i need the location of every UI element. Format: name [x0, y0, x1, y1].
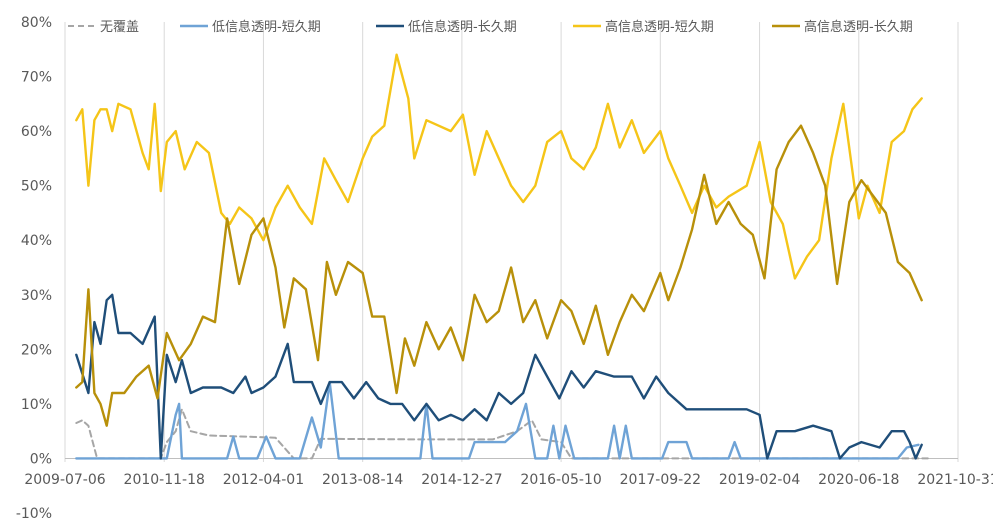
x-tick-label: 2010-11-18: [124, 472, 205, 488]
y-axis-tick-labels: -10% 0% 10% 20% 30% 40% 50% 60% 70% 80%: [16, 15, 52, 522]
x-tick-label: 2013-08-14: [322, 472, 403, 488]
x-tick-label: 2021-10-31: [917, 472, 993, 488]
y-tick-label: 0%: [30, 451, 52, 467]
y-tick-label: 80%: [21, 15, 52, 31]
x-tick-label: 2012-04-01: [223, 472, 304, 488]
legend-label-3: 低信息透明-长久期: [408, 19, 517, 35]
series-line-2: [75, 380, 920, 460]
y-tick-label: 20%: [21, 342, 52, 358]
x-tick-label: 2009-07-06: [24, 472, 105, 488]
vertical-gridlines: [64, 22, 959, 462]
x-tick-label: 2020-06-18: [818, 472, 899, 488]
legend-label-1: 无覆盖: [100, 20, 139, 35]
x-axis-tick-labels: 2009-07-06 2010-11-18 2012-04-01 2013-08-14…: [24, 472, 993, 488]
x-tick-label: 2019-02-04: [719, 472, 800, 488]
series-line-3: [75, 293, 923, 460]
y-tick-label: -10%: [16, 506, 52, 522]
legend-label-5: 高信息透明-长久期: [804, 19, 913, 35]
series-lines: [75, 53, 929, 460]
legend: 无覆盖 低信息透明-短久期 低信息透明-长久期 高信息透明-短久期 高信息透明-长久期: [68, 19, 913, 35]
x-tick-label: 2017-09-22: [620, 472, 701, 488]
y-tick-label: 50%: [21, 179, 52, 195]
y-tick-label: 60%: [21, 124, 52, 140]
legend-label-2: 低信息透明-短久期: [212, 19, 321, 35]
legend-label-4: 高信息透明-短久期: [605, 19, 714, 35]
series-line-5: [75, 124, 923, 427]
y-tick-label: 30%: [21, 288, 52, 304]
y-tick-label: 70%: [21, 70, 52, 86]
x-tick-label: 2014-12-27: [421, 472, 502, 488]
y-tick-label: 10%: [21, 397, 52, 413]
y-tick-label: 40%: [21, 233, 52, 249]
x-tick-label: 2016-05-10: [520, 472, 601, 488]
